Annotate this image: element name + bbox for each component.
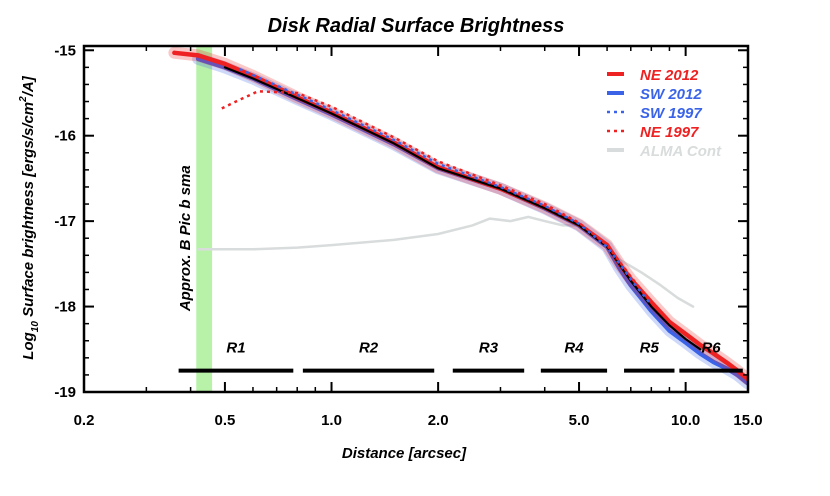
legend-label-sw-2012: SW 2012 <box>640 86 702 103</box>
series-group <box>168 46 748 390</box>
region-label-r6: R6 <box>701 340 721 357</box>
y-tick-label: -18 <box>54 299 76 316</box>
region-label-r1: R1 <box>226 340 245 357</box>
x-tick-label: 0.5 <box>214 412 235 429</box>
y-axis-label: Log10 Surface brightness [ergs/s/cm2/A] <box>18 75 41 359</box>
y-tick-label: -16 <box>54 128 76 145</box>
region-label-r2: R2 <box>359 340 379 357</box>
x-axis-label: Distance [arcsec] <box>342 445 467 462</box>
x-tick-label: 0.2 <box>74 412 95 429</box>
region-label-r3: R3 <box>479 340 499 357</box>
region-label-r4: R4 <box>564 340 584 357</box>
series-line-model <box>223 66 702 351</box>
legend: NE 2012 SW 2012 SW 1997 NE 1997 ALMA Cont <box>607 67 722 160</box>
planet-sma-band <box>196 46 213 392</box>
x-tick-label: 2.0 <box>428 412 449 429</box>
y-tick-label: -15 <box>54 42 76 59</box>
y-tick-label: -19 <box>54 384 76 401</box>
plot-area: Approx. B Pic b sma R1 R2 R3 R4 R5 R6 0.2 0.5 1.0… <box>54 42 762 429</box>
legend-label-ne-2012: NE 2012 <box>640 67 699 84</box>
series-line-ne-1997 <box>221 90 653 304</box>
legend-label-ne-1997: NE 1997 <box>640 124 699 141</box>
region-label-r5: R5 <box>640 340 660 357</box>
band-label: Approx. B Pic b sma <box>177 165 194 312</box>
x-tick-label: 5.0 <box>569 412 590 429</box>
y-tick-label: -17 <box>54 213 76 230</box>
series-line-alma-cont <box>196 215 695 308</box>
legend-label-sw-1997: SW 1997 <box>640 105 702 122</box>
x-tick-label: 15.0 <box>733 412 762 429</box>
legend-label-alma-cont: ALMA Cont <box>639 143 722 160</box>
chart-title: Disk Radial Surface Brightness <box>268 15 565 37</box>
x-tick-label: 10.0 <box>671 412 700 429</box>
x-tick-label: 1.0 <box>321 412 342 429</box>
plot-frame <box>82 44 750 394</box>
